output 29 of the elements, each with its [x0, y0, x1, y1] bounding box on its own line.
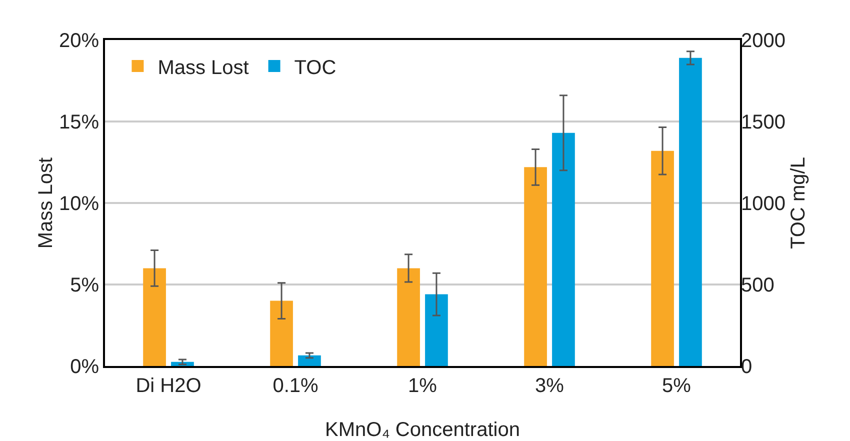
bar [524, 167, 547, 366]
bar [397, 268, 420, 366]
x-tick-label: Di H2O [136, 375, 202, 397]
legend-label: TOC [294, 56, 336, 79]
bar [270, 300, 293, 366]
y-tick-label: 0% [70, 356, 100, 378]
y-tick-label: 10% [58, 193, 100, 215]
x-axis-title: KMnO₄ Concentration [325, 419, 520, 441]
y-axis-title: Mass Lost [34, 156, 57, 249]
y2-tick-label: 500 [741, 274, 774, 296]
y-tick-label: 5% [70, 274, 100, 296]
bar [651, 150, 674, 366]
y-tick-label: 20% [58, 30, 100, 52]
bar [298, 355, 321, 366]
bar [679, 58, 702, 366]
y2-tick-label: 2000 [741, 30, 786, 52]
bar [425, 294, 448, 366]
bar [552, 132, 575, 366]
y2-tick-label: 1500 [741, 112, 786, 134]
bar [143, 268, 166, 366]
y2-tick-label: 1000 [741, 193, 786, 215]
x-tick-label: 1% [408, 375, 438, 397]
y-tick-label: 15% [58, 112, 100, 134]
y2-tick-label: 0 [741, 356, 752, 378]
y2-axis-title: TOC mg/L [788, 157, 810, 249]
x-tick-label: 3% [535, 375, 564, 397]
legend-label: Mass Lost [158, 56, 250, 79]
x-tick-label: 5% [662, 375, 692, 397]
x-tick-label: 0.1% [272, 375, 319, 397]
